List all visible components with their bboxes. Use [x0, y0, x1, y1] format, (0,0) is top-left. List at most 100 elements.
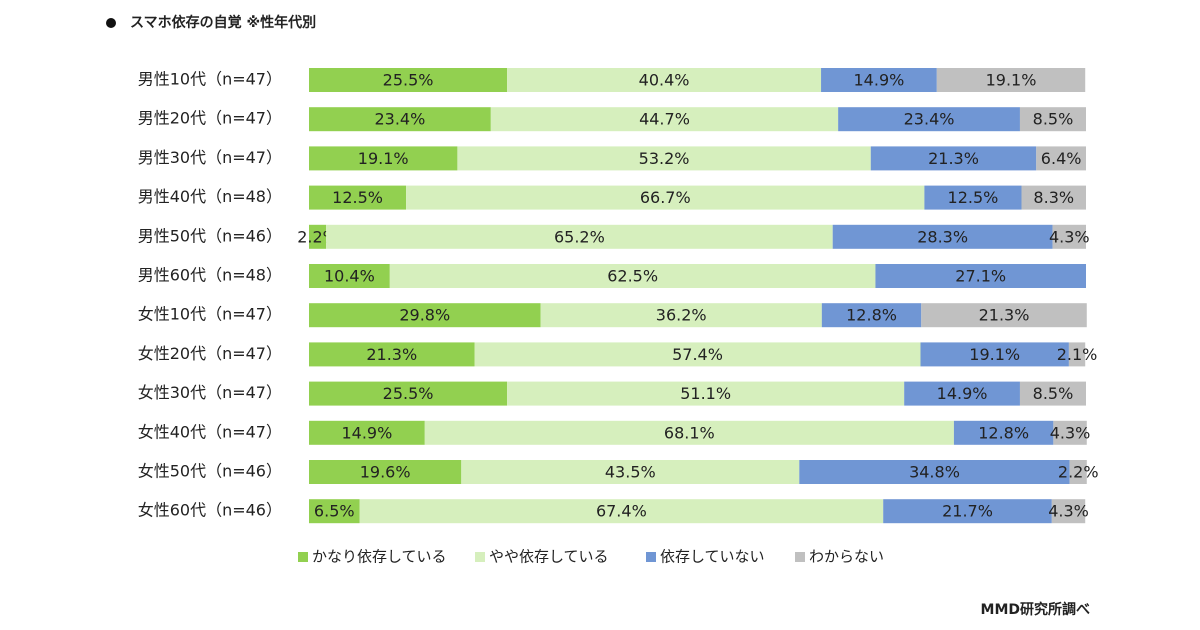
- value-label: 4.3%: [1049, 227, 1090, 246]
- y-tick-label: 女性10代（n=47）: [138, 305, 282, 324]
- value-label: 12.5%: [948, 188, 999, 207]
- bar-segment: [799, 460, 1070, 484]
- value-label: 8.5%: [1033, 384, 1074, 403]
- bar-segment: [1053, 420, 1087, 445]
- legend-label: やや依存している: [489, 548, 609, 566]
- bar-segment: [309, 420, 425, 445]
- bar-segment: [1019, 381, 1086, 406]
- value-label: 67.4%: [596, 502, 647, 521]
- bar-segment: [1021, 185, 1086, 210]
- value-label: 14.9%: [854, 71, 905, 90]
- bar-segment: [474, 342, 921, 367]
- value-label: 25.5%: [383, 384, 434, 403]
- bar-segment: [821, 68, 937, 92]
- value-label: 4.3%: [1048, 502, 1089, 521]
- bar-segment: [309, 264, 390, 288]
- value-label: 65.2%: [554, 227, 605, 246]
- value-label: 62.5%: [607, 267, 658, 286]
- value-label: 23.4%: [374, 110, 425, 129]
- bar-segment: [424, 420, 954, 445]
- value-label: 27.1%: [955, 267, 1006, 286]
- bar-segment: [406, 185, 925, 210]
- bar-segment: [875, 264, 1086, 288]
- value-label: 21.3%: [366, 345, 417, 364]
- legend-label: かなり依存している: [312, 548, 447, 566]
- bar-segment: [389, 264, 876, 288]
- value-label: 19.6%: [360, 463, 411, 482]
- bar-segment: [309, 342, 475, 367]
- value-label: 57.4%: [672, 345, 723, 364]
- y-tick-label: 男性20代（n=47）: [138, 109, 282, 128]
- value-label: 28.3%: [917, 227, 968, 246]
- legend-swatch: [646, 552, 656, 562]
- y-tick-label: 男性50代（n=46）: [138, 226, 282, 245]
- bar-segment: [832, 224, 1053, 249]
- bar-segment: [457, 146, 871, 171]
- value-label: 68.1%: [664, 423, 715, 442]
- value-label: 19.1%: [358, 149, 409, 168]
- source: MMD研究所調べ: [981, 601, 1090, 618]
- value-label: 12.5%: [332, 188, 383, 207]
- bar-segment: [309, 185, 407, 210]
- legend-label: 依存していない: [660, 548, 765, 566]
- bar-segment: [309, 381, 508, 406]
- title-bullet: [106, 18, 116, 28]
- y-tick-label: 男性60代（n=48）: [138, 266, 282, 285]
- bar-segment: [1068, 342, 1086, 367]
- value-label: 40.4%: [639, 71, 690, 90]
- value-label: 21.3%: [928, 149, 979, 168]
- bar-segment: [1052, 224, 1086, 249]
- y-tick-label: 女性40代（n=47）: [138, 422, 282, 441]
- value-label: 8.5%: [1033, 110, 1074, 129]
- bar-segment: [359, 499, 884, 524]
- bar-segment: [1069, 460, 1087, 484]
- y-tick-label: 女性50代（n=46）: [138, 462, 282, 481]
- bar-segment: [904, 381, 1020, 406]
- value-label: 25.5%: [383, 71, 434, 90]
- bar-segment: [490, 107, 839, 132]
- value-label: 6.4%: [1041, 149, 1082, 168]
- bar-segment: [920, 342, 1069, 367]
- y-tick-label: 女性60代（n=46）: [138, 501, 282, 520]
- value-label: 66.7%: [640, 188, 691, 207]
- bar-segment: [924, 185, 1022, 210]
- bar-segment: [309, 499, 360, 524]
- bar-segment: [936, 68, 1086, 92]
- bar-segment: [507, 381, 905, 406]
- bar-segment: [1051, 499, 1086, 524]
- y-tick-label: 男性40代（n=48）: [138, 187, 282, 206]
- value-label: 19.1%: [986, 71, 1037, 90]
- bar-segment: [838, 107, 1020, 132]
- bar-segment: [461, 460, 800, 484]
- legend-swatch: [795, 552, 805, 562]
- value-label: 51.1%: [680, 384, 731, 403]
- value-label: 21.3%: [979, 306, 1030, 325]
- bar-segment: [326, 224, 833, 249]
- bar-segment: [870, 146, 1037, 171]
- value-label: 12.8%: [846, 306, 897, 325]
- bar-segment: [821, 303, 922, 328]
- y-tick-label: 女性30代（n=47）: [138, 383, 282, 402]
- value-label: 10.4%: [324, 267, 375, 286]
- bar-segment: [309, 68, 508, 92]
- bar-segment: [309, 146, 458, 171]
- bar-segment: [921, 303, 1087, 328]
- value-label: 6.5%: [314, 502, 355, 521]
- bar-segment: [1019, 107, 1086, 132]
- bar-segment: [309, 107, 491, 132]
- value-label: 4.3%: [1050, 423, 1091, 442]
- bar-segment: [883, 499, 1052, 524]
- value-label: 14.9%: [937, 384, 988, 403]
- y-tick-label: 女性20代（n=47）: [138, 344, 282, 363]
- value-label: 14.9%: [341, 423, 392, 442]
- value-label: 36.2%: [656, 306, 707, 325]
- y-tick-label: 男性10代（n=47）: [138, 70, 282, 89]
- value-label: 43.5%: [605, 463, 656, 482]
- value-label: 23.4%: [904, 110, 955, 129]
- bar-segment: [309, 224, 327, 249]
- value-label: 29.8%: [399, 306, 450, 325]
- value-label: 44.7%: [639, 110, 690, 129]
- value-label: 19.1%: [969, 345, 1020, 364]
- bar-segment: [953, 420, 1054, 445]
